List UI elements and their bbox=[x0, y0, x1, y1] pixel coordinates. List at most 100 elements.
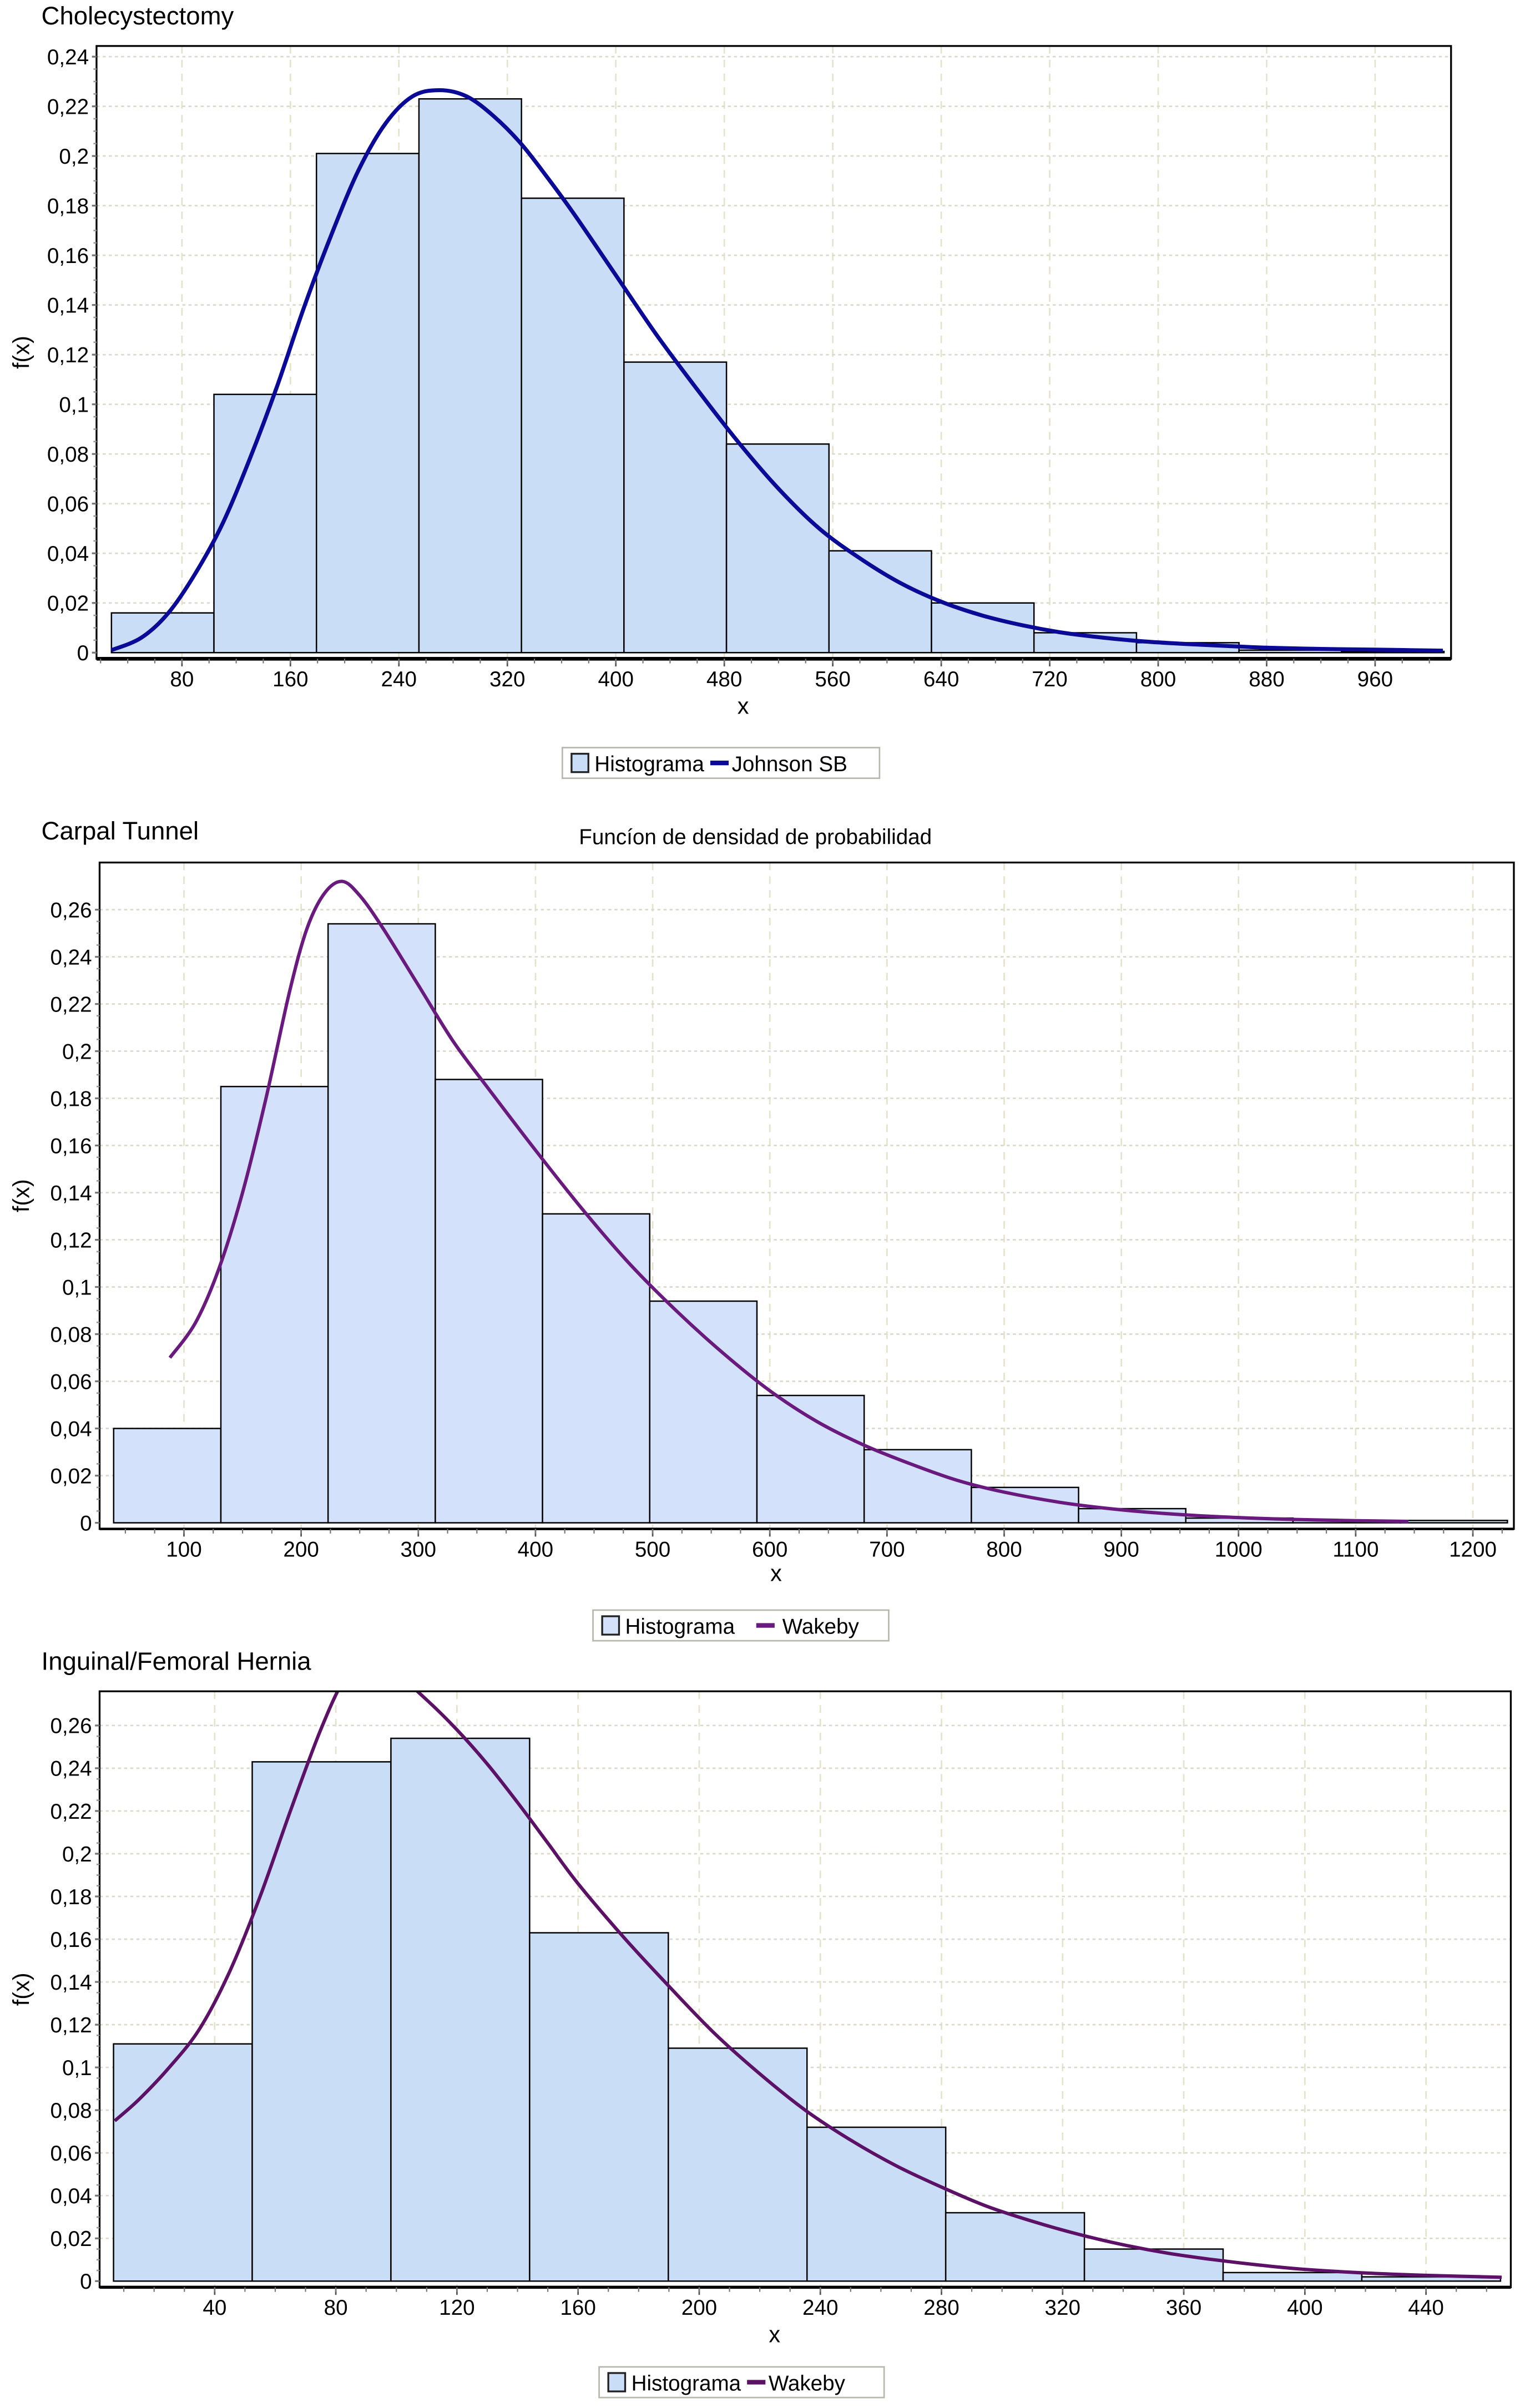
y-axis-ticks: 0 0,02 0,04 0,06 0,08 0,1 0,12 0,14 0,16 0,18 0,2 0… bbox=[47, 45, 97, 665]
histogram-bar bbox=[213, 393, 317, 654]
x-tick-label: 1200 bbox=[1449, 1537, 1497, 1561]
legend-curve-label: Wakeby bbox=[769, 2372, 846, 2396]
legend-histogram-swatch bbox=[607, 2372, 627, 2392]
y-tick-label: 0 bbox=[80, 2270, 92, 2294]
x-axis-label: x bbox=[738, 694, 749, 719]
histogram-bar bbox=[828, 550, 932, 654]
y-tick-label: 0,06 bbox=[50, 1370, 92, 1394]
y-tick-label: 0,04 bbox=[50, 2184, 92, 2208]
histogram-bar bbox=[327, 923, 436, 1524]
y-tick-label: 0,02 bbox=[47, 592, 89, 616]
y-tick-label: 0,08 bbox=[47, 443, 89, 467]
histogram-bar bbox=[863, 1449, 972, 1524]
chart-carpal-tunnel: Carpal Tunnel Funcíon de densidad de pro… bbox=[8, 817, 1515, 1642]
histogram-bar bbox=[529, 1932, 669, 2282]
y-tick-label: 0,14 bbox=[50, 1181, 92, 1205]
y-tick-label: 0,18 bbox=[50, 1087, 92, 1111]
histogram-bar bbox=[1083, 2248, 1224, 2282]
y-tick-label: 0,14 bbox=[50, 1971, 92, 1995]
histogram-bars bbox=[110, 98, 1445, 654]
x-tick-label: 240 bbox=[381, 667, 417, 691]
x-tick-label: 320 bbox=[489, 667, 525, 691]
histogram-bar bbox=[316, 153, 420, 654]
histogram-bar bbox=[623, 361, 728, 654]
x-tick-label: 1000 bbox=[1215, 1537, 1263, 1561]
x-tick-label: 600 bbox=[752, 1537, 787, 1561]
y-tick-label: 0,24 bbox=[47, 45, 89, 69]
x-tick-label: 700 bbox=[869, 1537, 905, 1561]
x-tick-label: 300 bbox=[401, 1537, 436, 1561]
y-tick-label: 0,26 bbox=[50, 898, 92, 922]
histogram-bar bbox=[971, 1486, 1079, 1524]
y-tick-label: 0 bbox=[80, 1511, 92, 1535]
legend-curve-label: Johnson SB bbox=[732, 752, 847, 776]
y-tick-label: 0,2 bbox=[59, 145, 89, 169]
y-axis-label: f(x) bbox=[8, 1972, 34, 2006]
histogram-bar bbox=[542, 1213, 651, 1524]
legend-box bbox=[598, 2366, 885, 2399]
x-tick-label: 1100 bbox=[1332, 1537, 1378, 1561]
histogram-bar bbox=[1399, 1520, 1508, 1524]
legend: Histograma Wakeby bbox=[592, 1609, 890, 1642]
y-axis-label: f(x) bbox=[8, 336, 34, 369]
histogram-bar bbox=[725, 443, 830, 654]
histogram-bar bbox=[649, 1300, 758, 1524]
x-tick-label: 200 bbox=[681, 2296, 717, 2320]
chart-subtitle: Funcíon de densidad de probabilidad bbox=[579, 825, 932, 849]
x-tick-label: 640 bbox=[923, 667, 959, 691]
y-tick-label: 0,06 bbox=[50, 2142, 92, 2166]
x-axis-ticks: 80 160 240 320 400 480 560 640 720 800 880 960 bbox=[100, 659, 1430, 691]
legend-histogram-label: Histograma bbox=[632, 2372, 741, 2396]
y-tick-label: 0,22 bbox=[47, 95, 89, 119]
y-tick-label: 0,26 bbox=[50, 1714, 92, 1738]
x-tick-label: 200 bbox=[283, 1537, 319, 1561]
y-tick-label: 0,16 bbox=[50, 1928, 92, 1952]
y-tick-label: 0,2 bbox=[62, 1040, 92, 1064]
x-tick-label: 40 bbox=[203, 2296, 226, 2320]
legend: Histograma Johnson SB bbox=[561, 747, 881, 780]
x-tick-label: 240 bbox=[802, 2296, 838, 2320]
y-tick-label: 0,18 bbox=[50, 1885, 92, 1909]
chart-title: Carpal Tunnel bbox=[42, 817, 199, 845]
y-tick-label: 0,12 bbox=[50, 1228, 92, 1252]
x-tick-label: 400 bbox=[1287, 2296, 1322, 2320]
chart-title: Cholecystectomy bbox=[42, 2, 234, 30]
x-tick-label: 960 bbox=[1357, 667, 1393, 691]
y-tick-label: 0,24 bbox=[50, 1757, 92, 1781]
histogram-bar bbox=[435, 1079, 543, 1524]
y-tick-label: 0,18 bbox=[47, 194, 89, 218]
x-tick-label: 560 bbox=[815, 667, 850, 691]
x-tick-label: 900 bbox=[1103, 1537, 1139, 1561]
density-curve bbox=[113, 1691, 1502, 2279]
x-tick-label: 500 bbox=[635, 1537, 670, 1561]
legend-histogram-label: Histograma bbox=[625, 1615, 735, 1639]
density-curve bbox=[110, 88, 1443, 653]
y-tick-label: 0,12 bbox=[47, 343, 89, 367]
y-tick-label: 0,12 bbox=[50, 2014, 92, 2037]
y-axis-ticks: 0 0,02 0,04 0,06 0,08 0,1 0,12 0,14 0,16 0,18 0,2 0… bbox=[50, 1714, 100, 2294]
x-tick-label: 800 bbox=[1140, 667, 1176, 691]
y-tick-label: 0,02 bbox=[50, 2227, 92, 2251]
histogram-bar bbox=[418, 98, 522, 654]
y-tick-label: 0 bbox=[77, 641, 89, 665]
y-tick-label: 0,22 bbox=[50, 1800, 92, 1824]
histogram-bar bbox=[1222, 2272, 1363, 2282]
x-tick-label: 120 bbox=[439, 2296, 474, 2320]
x-tick-label: 800 bbox=[986, 1537, 1022, 1561]
y-tick-label: 0,02 bbox=[50, 1464, 92, 1488]
legend-histogram-label: Histograma bbox=[594, 752, 704, 776]
histogram-bars bbox=[113, 923, 1508, 1524]
x-tick-label: 360 bbox=[1166, 2296, 1201, 2320]
x-axis-label: x bbox=[770, 1560, 782, 1586]
y-tick-label: 0,22 bbox=[50, 993, 92, 1016]
x-axis-ticks: 40 80 120 160 200 240 280 320 360 400 440 bbox=[123, 2287, 1487, 2320]
y-axis-ticks: 0 0,02 0,04 0,06 0,08 0,1 0,12 0,14 0,16 0,18 0,2 0… bbox=[50, 898, 100, 1535]
histogram-bar bbox=[251, 1761, 392, 2282]
y-tick-label: 0,08 bbox=[50, 2099, 92, 2123]
legend-curve-label: Wakeby bbox=[782, 1615, 860, 1639]
x-axis-label: x bbox=[769, 2322, 780, 2348]
histogram-bar bbox=[390, 1737, 531, 2282]
chart-title: Inguinal/Femoral Hernia bbox=[42, 1647, 312, 1676]
